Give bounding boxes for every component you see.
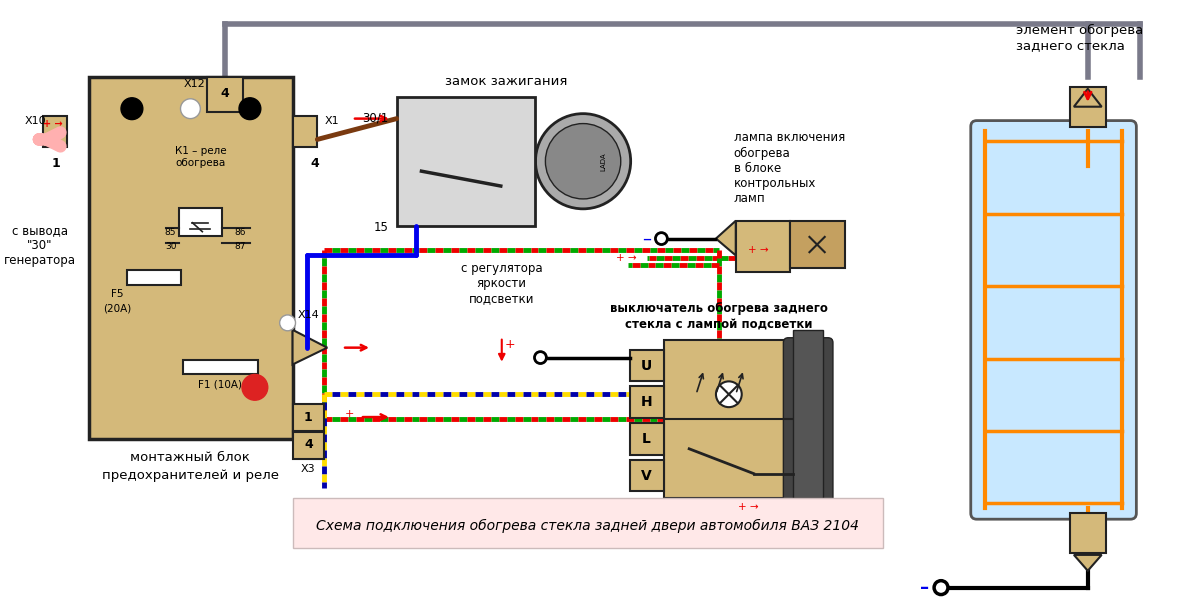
Circle shape [121, 98, 143, 119]
Text: 87: 87 [235, 242, 245, 252]
Text: –: – [643, 229, 651, 248]
Text: LADA: LADA [600, 152, 606, 170]
Circle shape [534, 352, 546, 363]
Bar [630, 459, 665, 491]
Text: лампа включения
обогрева
в блоке
контрольных
ламп: лампа включения обогрева в блоке контрол… [733, 132, 845, 205]
Bar [90, 77, 292, 439]
Bar [396, 97, 535, 226]
Circle shape [242, 375, 268, 400]
Bar [178, 208, 222, 236]
Text: F5: F5 [111, 289, 124, 299]
Bar [736, 221, 790, 272]
Text: V: V [641, 469, 652, 483]
Polygon shape [716, 221, 736, 255]
FancyBboxPatch shape [783, 338, 832, 508]
Text: с регулятора
яркости
подсветки: с регулятора яркости подсветки [461, 263, 542, 306]
Text: U: U [641, 359, 652, 373]
Text: L: L [643, 432, 651, 446]
Bar [184, 360, 258, 375]
Text: 1: 1 [304, 411, 312, 424]
Text: + →: + → [749, 245, 769, 255]
Text: 85: 85 [165, 228, 177, 237]
Text: F1 (10А): F1 (10А) [198, 379, 242, 389]
Text: замок зажигания: замок зажигания [444, 75, 567, 88]
Text: 15: 15 [374, 221, 389, 234]
Text: X1: X1 [325, 116, 340, 125]
Circle shape [535, 114, 631, 209]
Bar [630, 423, 665, 454]
Bar [630, 350, 665, 381]
Text: 4: 4 [310, 157, 318, 170]
Text: 86: 86 [235, 228, 245, 237]
Text: H: H [640, 395, 652, 409]
Bar [665, 339, 793, 498]
Text: +: + [505, 338, 515, 351]
Text: +: + [344, 409, 354, 419]
Bar [630, 386, 665, 418]
Text: X10: X10 [25, 116, 46, 125]
Text: 4: 4 [220, 87, 230, 100]
Text: предохранителей и реле: предохранителей и реле [101, 469, 279, 482]
Bar [292, 116, 317, 148]
Text: 1: 1 [51, 157, 60, 170]
Text: выключатель обогрева заднего: выключатель обогрева заднего [610, 302, 828, 315]
Circle shape [806, 234, 828, 255]
Bar [208, 77, 243, 112]
Circle shape [239, 98, 261, 119]
Bar [793, 330, 823, 498]
Text: стекла с лампой подсветки: стекла с лампой подсветки [625, 318, 812, 331]
Circle shape [934, 581, 948, 595]
Bar [292, 432, 324, 459]
Bar [127, 271, 182, 285]
Text: 30/1: 30/1 [362, 111, 389, 125]
Text: X12: X12 [184, 79, 205, 89]
Text: –: – [920, 579, 929, 597]
Circle shape [279, 315, 296, 331]
Text: X3: X3 [301, 464, 315, 474]
Circle shape [180, 99, 200, 119]
Polygon shape [292, 330, 328, 365]
Bar [292, 404, 324, 431]
Bar [790, 221, 845, 268]
Circle shape [546, 124, 621, 199]
FancyBboxPatch shape [970, 121, 1137, 519]
Text: (20А): (20А) [103, 304, 131, 314]
Bar [292, 498, 883, 548]
Text: 4: 4 [304, 438, 312, 451]
Polygon shape [1074, 555, 1101, 571]
Text: + →: + → [42, 119, 62, 129]
Text: К1 – реле
обогрева: К1 – реле обогрева [174, 146, 226, 168]
Text: + →: + → [617, 253, 637, 263]
Text: X14: X14 [297, 310, 320, 320]
Text: Схема подключения обогрева стекла задней двери автомобиля ВАЗ 2104: Схема подключения обогрева стекла задней… [316, 519, 858, 533]
Text: + →: + → [738, 502, 759, 512]
Bar [1069, 514, 1106, 553]
Text: с вывода
"30"
генератора: с вывода "30" генератора [4, 224, 75, 267]
Text: монтажный блок: монтажный блок [131, 451, 250, 464]
Bar [1069, 87, 1106, 127]
Bar [42, 116, 67, 148]
Circle shape [656, 232, 667, 245]
Text: элемент обогрева
заднего стекла: элемент обогрева заднего стекла [1016, 24, 1144, 52]
Text: 30: 30 [165, 242, 177, 252]
Polygon shape [1074, 89, 1101, 107]
Circle shape [716, 381, 742, 407]
